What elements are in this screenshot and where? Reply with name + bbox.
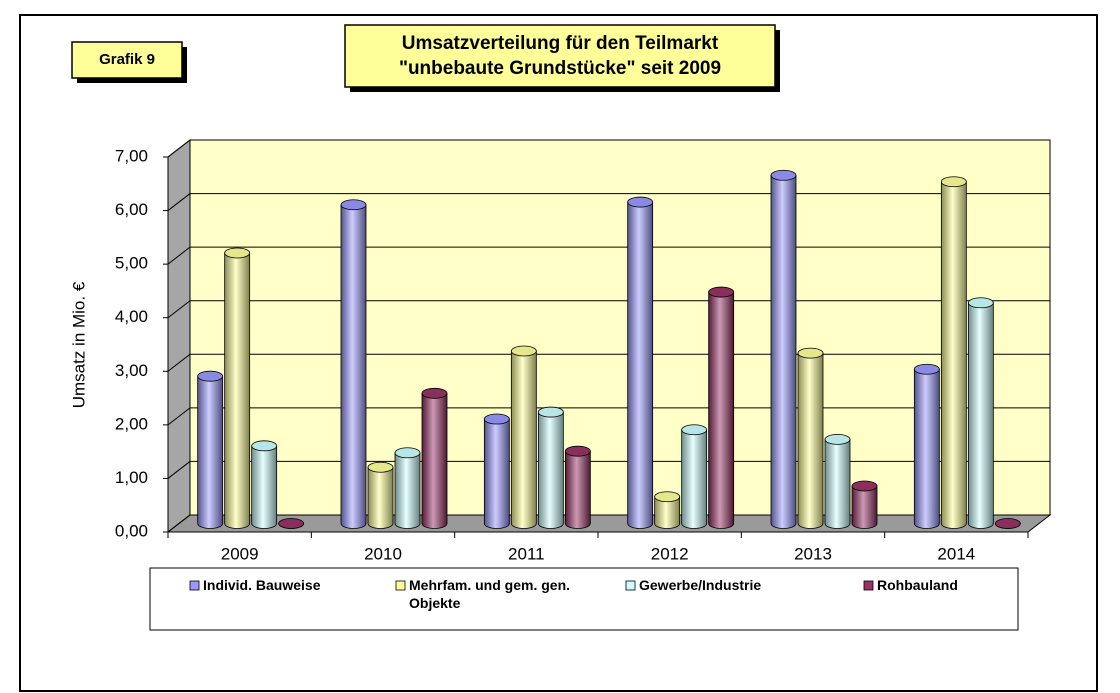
bar bbox=[824, 433, 851, 529]
bar bbox=[510, 345, 537, 529]
grid-line bbox=[167, 353, 191, 372]
bar bbox=[340, 199, 367, 529]
bar bbox=[708, 286, 735, 529]
legend-swatch bbox=[863, 580, 874, 591]
y-tick-label: 0,00 bbox=[115, 521, 148, 540]
legend-swatch bbox=[395, 580, 406, 591]
y-tick-label: 7,00 bbox=[115, 146, 148, 165]
bar bbox=[367, 461, 394, 529]
bar bbox=[421, 387, 448, 529]
legend-label: Rohbauland bbox=[877, 577, 958, 593]
legend-label: Individ. Bauweise bbox=[203, 577, 321, 593]
chart-title: "unbebaute Grundstücke" seit 2009 bbox=[399, 58, 721, 79]
y-tick-label: 1,00 bbox=[115, 468, 148, 487]
bar bbox=[224, 247, 251, 529]
bar bbox=[537, 406, 564, 529]
grid-line bbox=[167, 139, 191, 158]
bar bbox=[797, 347, 824, 529]
bar bbox=[197, 370, 224, 529]
back-wall bbox=[189, 139, 1051, 516]
legend-box bbox=[149, 567, 1019, 631]
title-box bbox=[344, 24, 776, 88]
bar bbox=[851, 480, 878, 529]
badge: Grafik 9 bbox=[99, 51, 155, 68]
x-tick-label: 2009 bbox=[221, 544, 259, 563]
bar bbox=[564, 445, 591, 529]
bar bbox=[770, 169, 797, 529]
grid-line bbox=[167, 461, 191, 479]
bar bbox=[251, 440, 278, 529]
bar bbox=[654, 491, 681, 529]
y-tick-label: 3,00 bbox=[115, 361, 148, 380]
y-tick-label: 2,00 bbox=[115, 414, 148, 433]
grid-line bbox=[167, 514, 191, 533]
chart-title: Umsatzverteilung für den Teilmarkt bbox=[402, 33, 719, 54]
bar bbox=[994, 518, 1021, 529]
side-wall bbox=[167, 138, 191, 534]
bar bbox=[278, 518, 305, 529]
legend-label: Gewerbe/Industrie bbox=[639, 577, 762, 593]
legend-swatch bbox=[189, 580, 200, 591]
x-tick-label: 2011 bbox=[508, 544, 545, 563]
bar bbox=[913, 363, 940, 529]
x-tick-label: 2010 bbox=[364, 544, 402, 563]
y-tick-label: 5,00 bbox=[115, 254, 148, 273]
badge-box bbox=[71, 41, 183, 79]
bar bbox=[940, 176, 967, 529]
grid-line bbox=[167, 407, 191, 426]
bar bbox=[967, 297, 994, 529]
grid-line bbox=[167, 246, 191, 265]
x-tick-label: 2012 bbox=[651, 544, 689, 563]
y-axis-label: Umsatz in Mio. € bbox=[69, 281, 88, 408]
legend-label: Mehrfam. und gem. gen. Objekte bbox=[409, 577, 571, 611]
grid-line bbox=[167, 300, 191, 319]
bar bbox=[681, 424, 708, 529]
x-tick-label: 2013 bbox=[794, 544, 832, 563]
y-tick-label: 4,00 bbox=[115, 307, 148, 326]
bar bbox=[394, 447, 421, 529]
legend-swatch bbox=[625, 580, 636, 591]
x-tick-label: 2014 bbox=[937, 544, 975, 563]
bar bbox=[483, 413, 510, 529]
y-tick-label: 6,00 bbox=[115, 200, 148, 219]
bar bbox=[627, 196, 654, 529]
grid-line bbox=[167, 193, 191, 211]
